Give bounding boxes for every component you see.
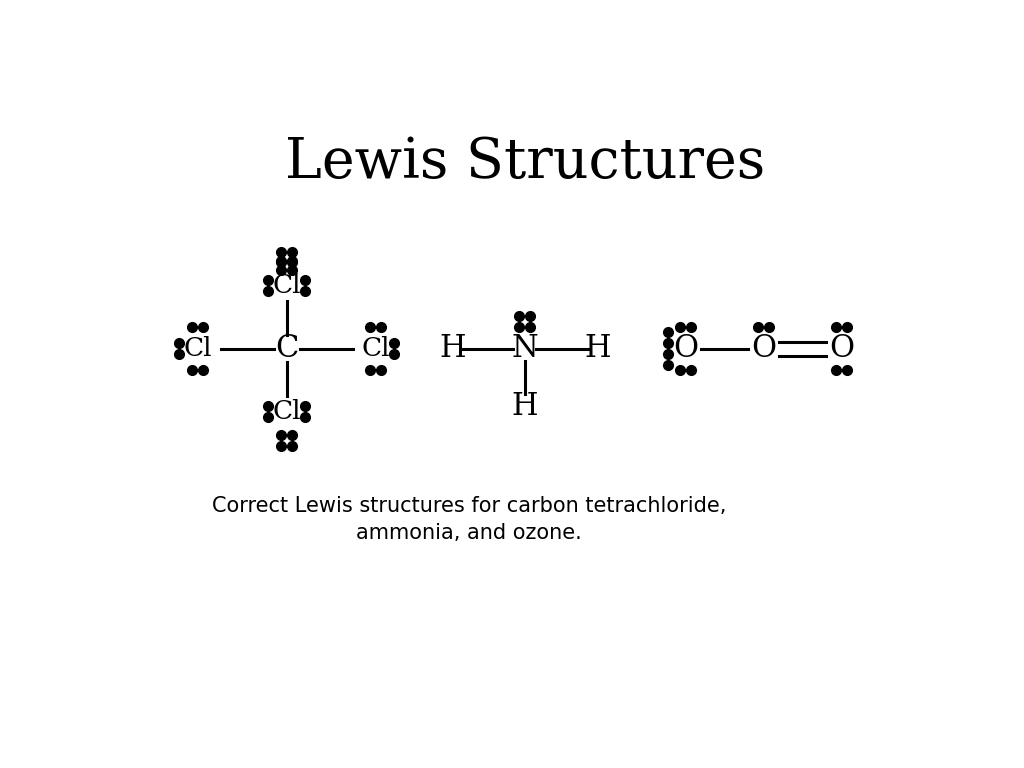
Text: Lewis Structures: Lewis Structures <box>285 136 765 190</box>
Text: Cl: Cl <box>272 273 301 298</box>
Text: Cl: Cl <box>361 336 390 361</box>
Text: H: H <box>512 391 538 422</box>
Text: ammonia, and ozone.: ammonia, and ozone. <box>356 523 582 543</box>
Text: H: H <box>439 333 465 364</box>
Text: N: N <box>511 333 539 364</box>
Text: O: O <box>673 333 698 364</box>
Text: O: O <box>751 333 776 364</box>
Text: Cl: Cl <box>272 399 301 424</box>
Text: Correct Lewis structures for carbon tetrachloride,: Correct Lewis structures for carbon tetr… <box>212 496 726 516</box>
Text: Cl: Cl <box>183 336 212 361</box>
Text: C: C <box>275 333 299 364</box>
Text: H: H <box>585 333 610 364</box>
Text: O: O <box>829 333 854 364</box>
